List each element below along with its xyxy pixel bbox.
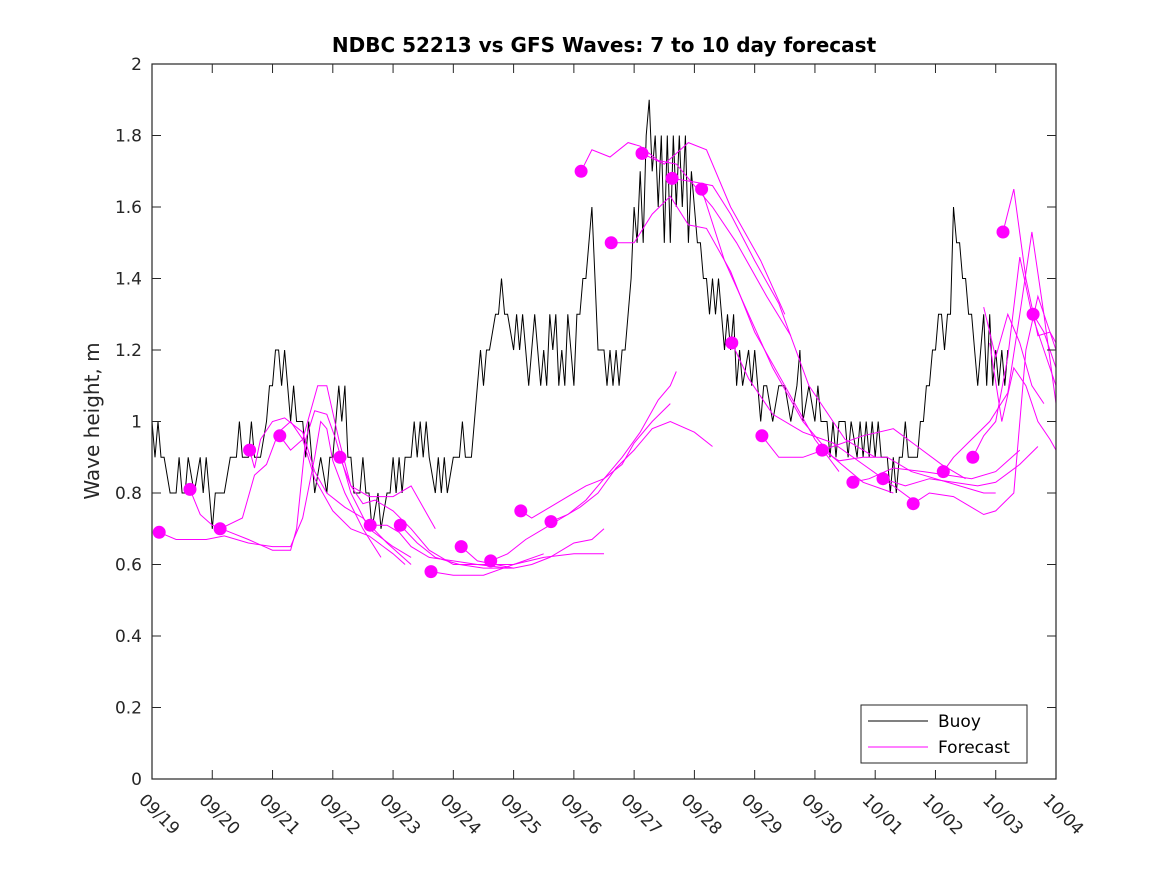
forecast-line — [611, 195, 840, 472]
forecast-line — [989, 342, 1057, 451]
forecast-marker — [665, 171, 679, 185]
y-tick-label: 1.2 — [115, 341, 142, 361]
forecast-line — [761, 428, 966, 480]
y-tick-label: 0 — [131, 770, 142, 790]
y-tick-label: 0.2 — [115, 699, 142, 719]
forecast-marker — [183, 482, 197, 496]
buoy-line — [151, 99, 1009, 529]
forecast-line — [641, 142, 786, 315]
forecast-line — [430, 553, 604, 576]
forecast-marker — [936, 465, 950, 479]
y-tick-label: 0.8 — [115, 484, 142, 504]
y-tick-label: 2 — [131, 55, 142, 75]
forecast-marker — [755, 429, 769, 443]
forecast-line — [972, 256, 1057, 458]
legend-label-buoy: Buoy — [938, 712, 981, 732]
forecast-line — [852, 449, 1021, 483]
forecast-marker — [152, 525, 166, 539]
forecast-marker — [966, 450, 980, 464]
forecast-line — [580, 142, 792, 336]
y-tick-label: 0.6 — [115, 556, 142, 576]
y-axis: 0 0.2 0.4 0.6 0.8 1 1.2 1.4 1.6 1.8 2 — [115, 55, 1056, 790]
forecast-marker — [604, 236, 618, 250]
forecast-marker — [695, 182, 709, 196]
forecast-line — [399, 524, 514, 569]
forecast-marker — [725, 336, 739, 350]
forecast-line — [1002, 188, 1057, 344]
forecast-line — [520, 403, 671, 519]
forecast-line — [159, 420, 382, 558]
y-tick-label: 0.4 — [115, 627, 142, 647]
legend-label-forecast: Forecast — [938, 738, 1010, 758]
forecast-marker — [544, 515, 558, 529]
y-tick-label: 1.4 — [115, 270, 142, 290]
forecast-marker — [846, 475, 860, 489]
forecast-marker — [876, 472, 890, 486]
forecast-marker — [906, 497, 920, 511]
forecast-line — [701, 188, 894, 494]
y-axis-label: Wave height, m — [80, 342, 104, 499]
forecast-line — [460, 528, 605, 569]
forecast-marker — [514, 504, 528, 518]
y-tick-label: 1.8 — [115, 127, 142, 147]
forecast-line — [339, 457, 436, 530]
forecast-marker — [574, 164, 588, 178]
forecast-line — [370, 524, 544, 565]
y-tick-label: 1.6 — [115, 198, 142, 218]
legend: Buoy Forecast — [860, 704, 1028, 764]
forecast-marker — [393, 518, 407, 532]
forecast-marker — [363, 518, 377, 532]
forecast-line — [1032, 314, 1057, 369]
forecast-marker — [484, 554, 498, 568]
chart-title: NDBC 52213 vs GFS Waves: 7 to 10 day for… — [332, 33, 877, 57]
forecast-marker — [996, 225, 1010, 239]
forecast-marker — [424, 565, 438, 579]
forecast-marker — [815, 443, 829, 457]
forecast-marker — [333, 450, 347, 464]
forecast-marker — [213, 522, 227, 536]
forecast-marker — [1026, 307, 1040, 321]
forecast-line — [983, 306, 1045, 404]
forecast-marker — [454, 540, 468, 554]
y-tick-label: 1 — [131, 413, 142, 433]
forecast-line — [490, 420, 713, 562]
forecast-marker — [635, 146, 649, 160]
legend-box — [860, 704, 1028, 764]
forecast-marker — [273, 429, 287, 443]
forecast-marker — [243, 443, 257, 457]
forecast-line — [821, 449, 996, 494]
data-layer — [151, 99, 1057, 579]
forecast-line — [550, 371, 677, 523]
